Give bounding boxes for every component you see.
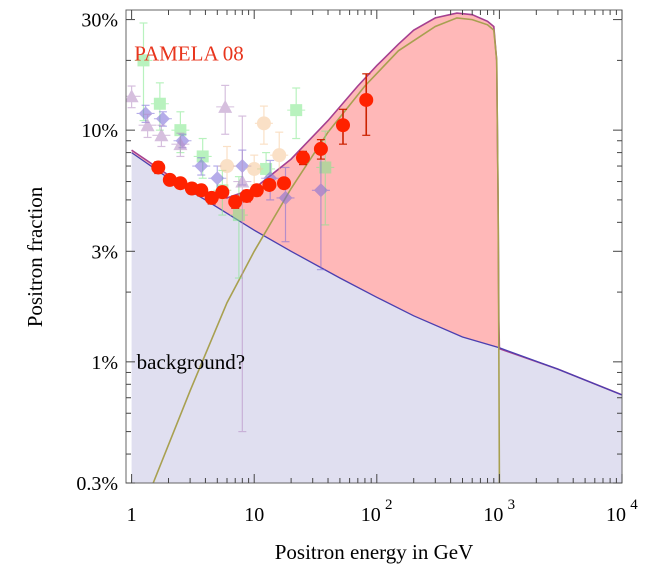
data-point (287, 87, 306, 140)
data-point (295, 150, 310, 166)
signal-region (131, 13, 622, 395)
circle-marker (272, 148, 287, 163)
square-marker (290, 104, 303, 117)
data-point (254, 105, 273, 145)
x-tick-label: 10 (244, 504, 264, 526)
circle-marker (194, 183, 209, 198)
y-axis-title: Positron fraction (23, 186, 47, 327)
circle-marker (151, 160, 166, 175)
x-tick-exponent: 4 (630, 497, 638, 513)
data-point (152, 124, 171, 148)
data-point (138, 113, 157, 139)
square-marker (260, 162, 273, 175)
circle-marker (204, 190, 219, 205)
x-tick-label: 10 (483, 504, 503, 526)
y-tick-label: 1% (91, 352, 118, 374)
circle-marker (220, 159, 235, 174)
square-marker (137, 54, 150, 67)
square-marker (232, 209, 245, 222)
circle-marker (359, 92, 374, 107)
data-point (245, 154, 264, 186)
x-tick-exponent: 2 (385, 497, 393, 513)
diamond-marker (278, 190, 293, 205)
circle-marker (228, 194, 243, 209)
x-tick-label: 10 (606, 504, 626, 526)
diamond-marker (155, 111, 170, 126)
model-curve (152, 17, 501, 483)
square-marker (196, 150, 209, 163)
data-point (151, 160, 166, 175)
circle-marker (295, 150, 310, 165)
square-marker (153, 97, 166, 110)
square-marker (319, 161, 332, 174)
data-point (193, 137, 212, 179)
triangle-marker (235, 174, 250, 188)
pamela-label: PAMELA 08 (134, 41, 244, 65)
data-point (336, 108, 351, 145)
data-point (126, 85, 141, 109)
circle-marker (256, 116, 271, 131)
y-tick-label: 30% (81, 10, 118, 32)
data-point (359, 73, 374, 136)
triangle-marker (140, 118, 155, 132)
data-point (228, 194, 243, 209)
triangle-marker (154, 128, 169, 142)
y-tick-label: 0.3% (76, 473, 118, 495)
data-point (171, 132, 190, 158)
diamond-marker (313, 183, 328, 198)
x-tick-exponent: 3 (508, 497, 516, 513)
data-point (208, 165, 227, 193)
data-point (277, 176, 292, 191)
x-tick-label: 10 (361, 504, 381, 526)
diamond-marker (210, 171, 225, 186)
background-label: background? (137, 350, 245, 374)
triangle-marker (173, 137, 188, 151)
circle-marker (313, 141, 328, 156)
circle-marker (249, 183, 264, 198)
data-point (194, 183, 209, 198)
diamond-marker (194, 159, 209, 174)
data-point (218, 145, 237, 191)
triangle-marker (126, 89, 139, 103)
x-axis-title: Positron energy in GeV (275, 540, 474, 564)
diamond-marker (138, 106, 153, 121)
data-point (249, 183, 264, 198)
data-point (311, 145, 330, 271)
circle-marker (247, 161, 262, 176)
data-point (204, 190, 219, 205)
data-point (150, 82, 169, 131)
data-point (215, 185, 230, 200)
data-point (173, 176, 188, 191)
data-point (162, 172, 177, 187)
y-tick-label: 3% (91, 241, 118, 263)
data-point (262, 177, 277, 192)
data-point (216, 84, 235, 135)
circle-marker (162, 172, 177, 187)
data-point (134, 22, 153, 122)
circle-marker (336, 118, 351, 133)
circle-marker (215, 185, 230, 200)
triangle-marker (218, 99, 233, 113)
circle-marker (277, 176, 292, 191)
circle-marker (173, 176, 188, 191)
data-point (233, 115, 252, 433)
data-point (153, 111, 172, 127)
plot-frame (125, 9, 623, 484)
y-tick-label: 10% (81, 120, 118, 142)
data-point (313, 139, 328, 160)
data-point (192, 157, 211, 176)
data-point (136, 104, 155, 123)
x-tick-label: 1 (127, 504, 137, 526)
circle-marker (262, 177, 277, 192)
